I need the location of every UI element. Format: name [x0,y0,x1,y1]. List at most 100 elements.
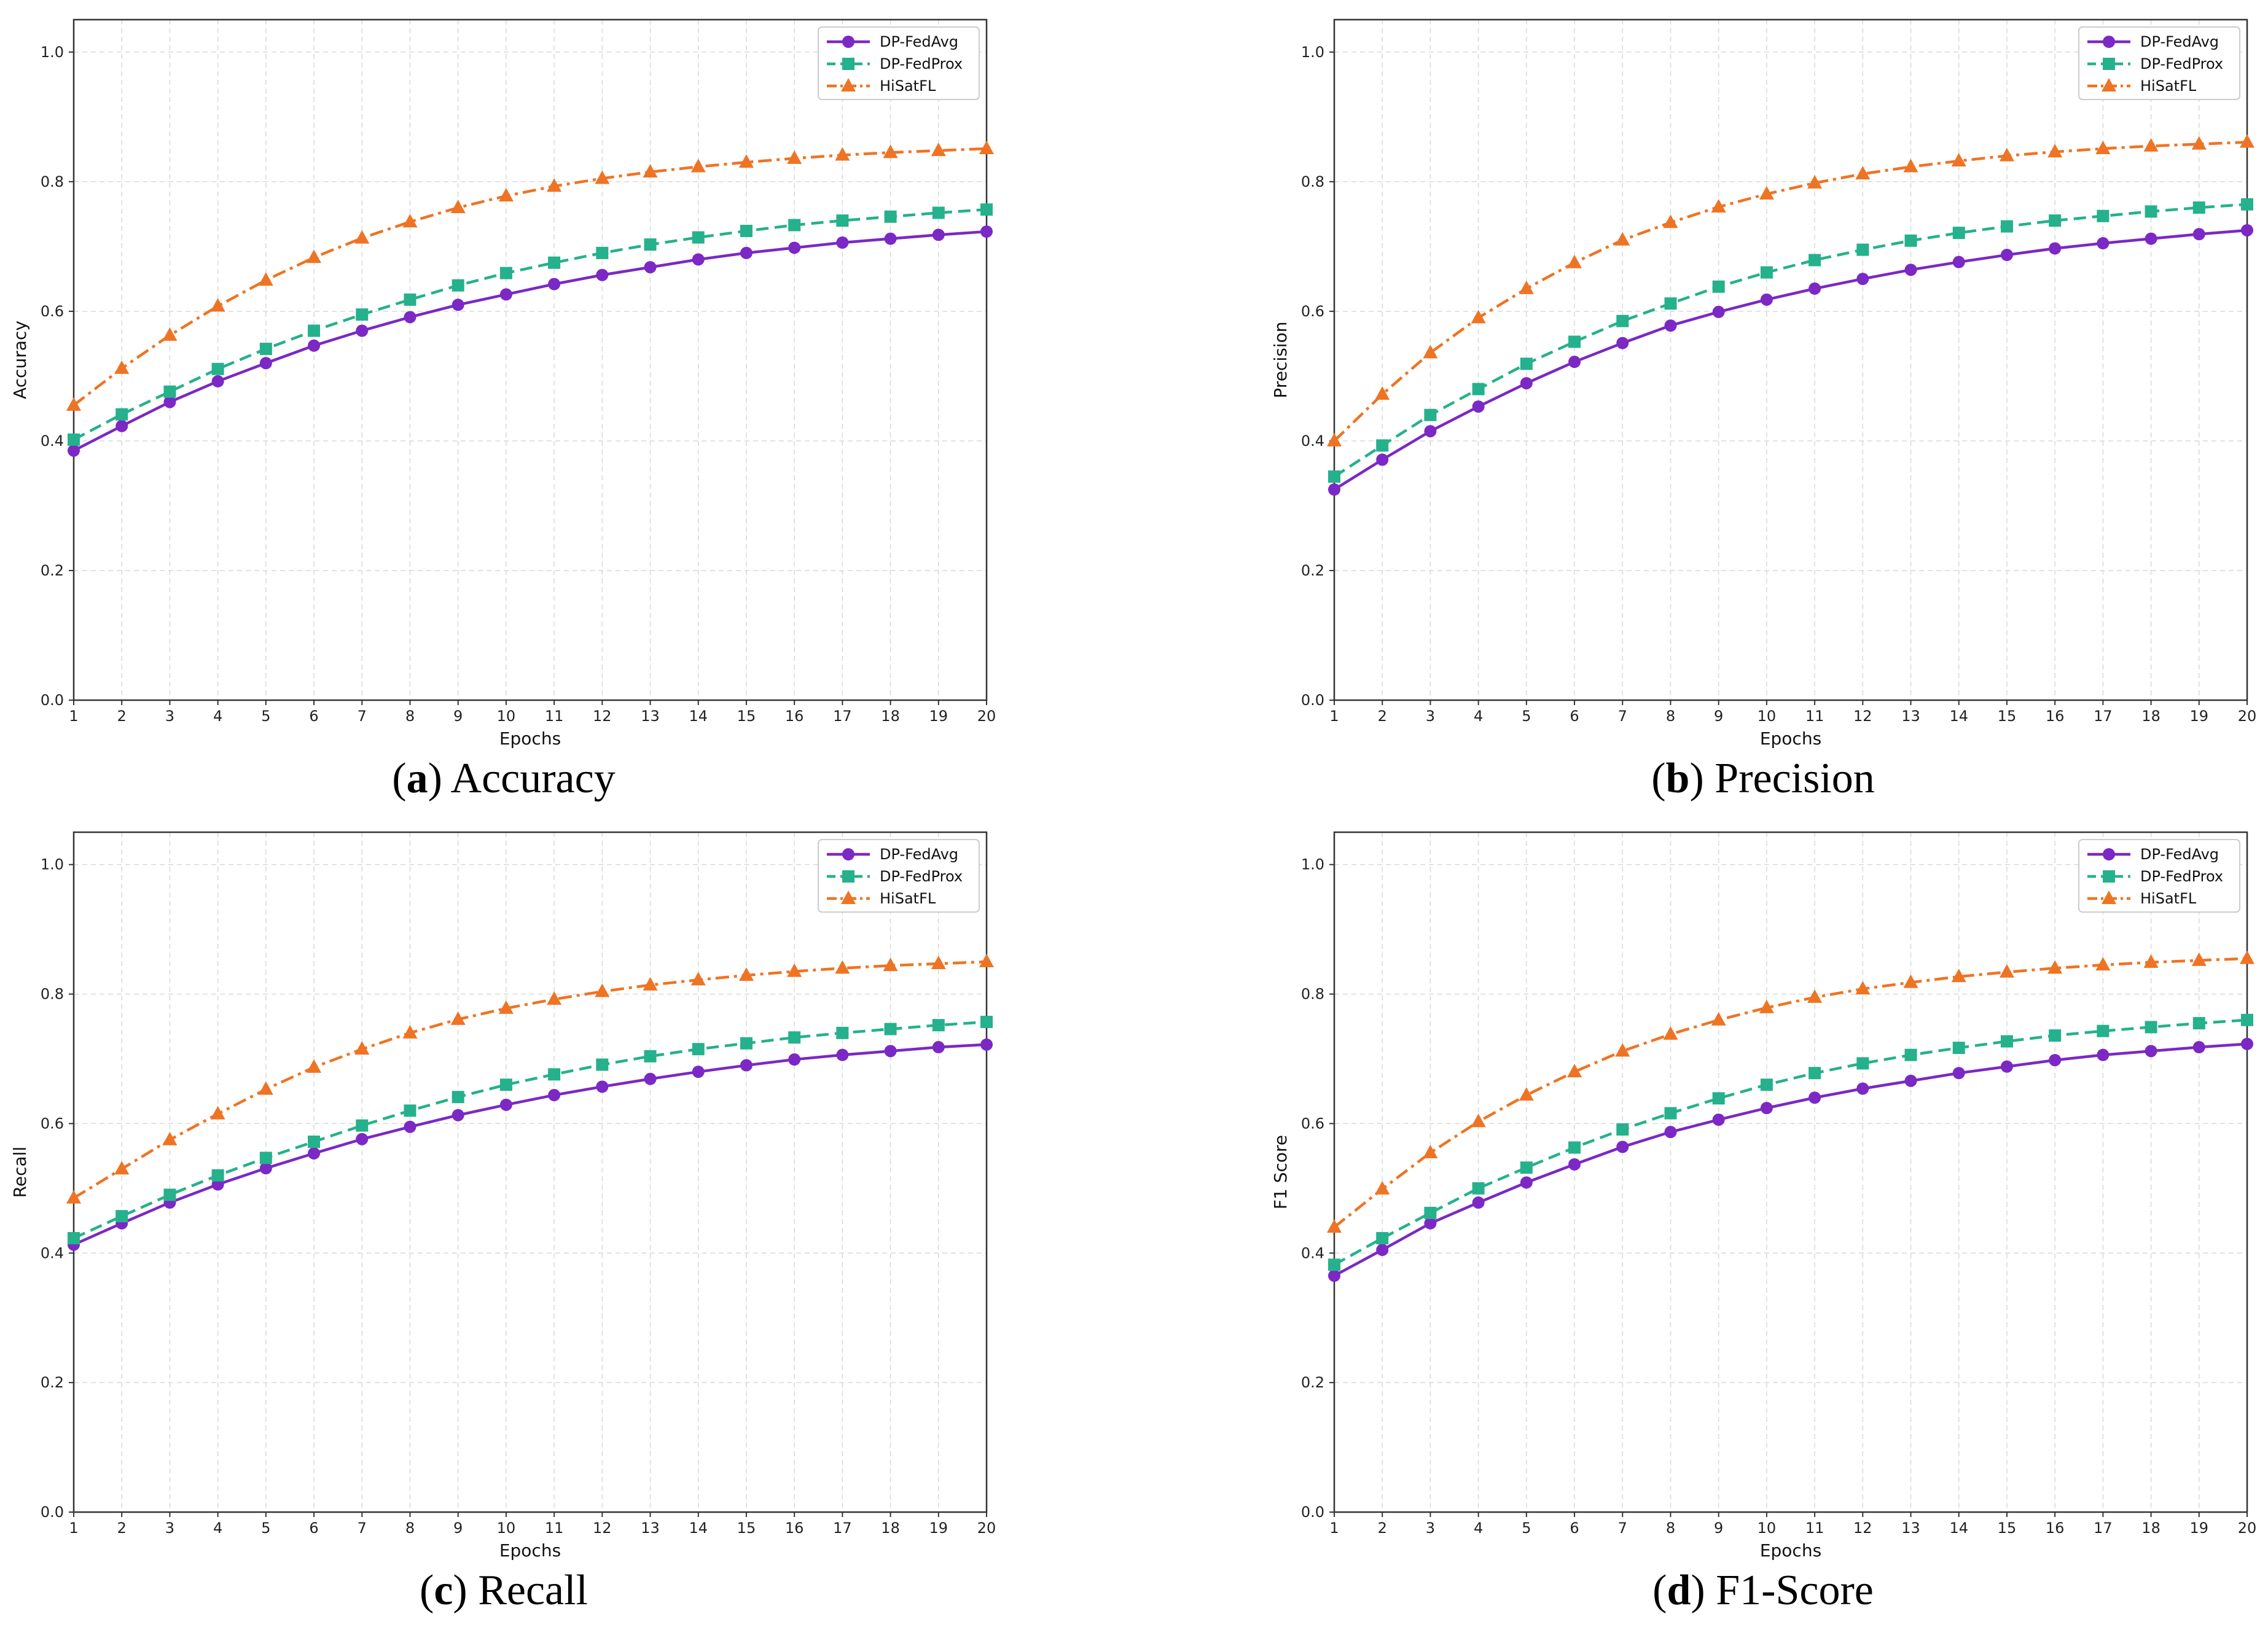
y-tick-label: 0.4 [41,432,64,450]
x-tick-label: 20 [977,1519,996,1537]
y-tick-label: 0.2 [1301,562,1324,579]
x-tick-label: 2 [117,1519,127,1537]
data-point-dp-fedprox [2192,201,2205,214]
data-point-dp-fedavg [692,253,705,266]
x-tick-label: 12 [1853,1519,1872,1537]
legend-box [818,839,980,913]
data-point-hisatfl [210,1106,225,1120]
legend-marker-hisatfl [2102,78,2116,92]
data-point-dp-fedprox [644,238,657,251]
data-point-dp-fedavg [980,1038,993,1051]
data-point-hisatfl [1903,974,1918,988]
data-point-hisatfl [1663,1026,1678,1040]
data-point-dp-fedavg [452,298,464,311]
data-point-dp-fedprox [1952,227,1965,240]
y-tick-label: 0.4 [1301,1244,1324,1262]
data-point-dp-fedprox [68,433,80,446]
x-tick-label: 14 [689,1519,708,1537]
x-tick-label: 12 [593,708,612,725]
data-point-dp-fedprox [1856,1057,1869,1070]
data-point-dp-fedavg [2192,228,2205,241]
data-point-hisatfl [450,200,466,214]
y-tick-label: 0.0 [1301,692,1324,709]
x-tick-label: 1 [69,708,78,725]
x-tick-label: 2 [1378,708,1387,725]
x-tick-label: 4 [1474,1519,1483,1537]
x-tick-label: 7 [1618,708,1627,725]
data-point-hisatfl [787,150,802,164]
x-tick-label: 20 [2238,1519,2257,1537]
data-point-hisatfl [835,147,850,161]
x-tick-label: 16 [785,1519,804,1537]
data-point-dp-fedprox [788,1031,801,1044]
panel-precision: 1 2 3 4 5 6 7 8 9 10 11 12 13 14 15 16 17 18 19 200.00.20.4… [1270,18,2256,802]
legend-marker-hisatfl [841,891,856,904]
data-point-dp-fedprox [163,385,176,398]
y-tick-label: 0.8 [1301,173,1324,190]
data-point-hisatfl [1327,432,1342,447]
data-point-dp-fedprox [1856,243,1869,256]
data-point-hisatfl [1471,310,1486,324]
data-point-hisatfl [2047,960,2063,974]
panel-accuracy: 1 2 3 4 5 6 7 8 9 10 11 12 13 14 15 16 17 18 19 200.00.20.4… [10,18,996,802]
data-point-dp-fedavg [932,1041,945,1054]
data-point-dp-fedprox [692,231,705,244]
data-point-dp-fedavg [548,278,561,291]
data-point-hisatfl [2095,957,2111,971]
data-point-hisatfl [258,1081,273,1095]
x-tick-label: 4 [213,708,222,725]
data-point-dp-fedavg [692,1066,705,1078]
data-point-dp-fedprox [211,362,224,375]
y-axis-label: Precision [1270,322,1291,399]
legend-marker-dp-fedavg [842,848,854,860]
data-point-hisatfl [1423,1144,1438,1158]
legend-label-dp-fedavg: DP-FedAvg [2140,846,2219,863]
data-point-dp-fedavg [211,375,224,388]
x-tick-label: 16 [785,708,804,725]
x-tick-label: 6 [309,1519,318,1537]
data-point-dp-fedprox [1520,1161,1533,1174]
data-point-dp-fedprox [2145,1021,2157,1034]
data-point-dp-fedprox [692,1043,705,1056]
x-tick-label: 19 [2190,708,2209,725]
data-point-dp-fedprox [2192,1017,2205,1030]
data-point-hisatfl [1567,254,1582,268]
data-point-dp-fedavg [1568,356,1581,369]
data-point-dp-fedavg [1424,1217,1437,1230]
data-point-dp-fedprox [1376,1232,1389,1245]
data-point-dp-fedprox [1616,314,1629,327]
data-point-hisatfl [2143,138,2159,152]
data-point-hisatfl [498,188,514,202]
data-point-dp-fedavg [596,1080,609,1093]
data-point-dp-fedavg [980,225,993,238]
data-point-dp-fedavg [1424,425,1437,438]
data-point-dp-fedavg [836,236,849,249]
data-point-dp-fedprox [1712,280,1725,293]
data-point-hisatfl [979,953,994,967]
data-point-dp-fedavg [1952,1067,1965,1080]
x-tick-label: 13 [641,708,660,725]
y-tick-label: 0.6 [1301,303,1324,320]
x-tick-label: 11 [1805,1519,1824,1537]
data-point-dp-fedprox [740,1037,753,1050]
x-tick-label: 16 [2046,1519,2065,1537]
x-tick-label: 18 [2141,1519,2160,1537]
data-point-dp-fedprox [1664,1107,1677,1120]
data-point-hisatfl [931,956,946,970]
series-line-dp-fedavg [1333,228,2248,491]
x-tick-label: 5 [261,708,270,725]
x-tick-label: 4 [213,1519,222,1537]
data-point-dp-fedavg [1472,1196,1485,1209]
legend-marker-dp-fedavg [842,36,854,48]
data-point-dp-fedavg [1568,1158,1581,1171]
data-point-hisatfl [1759,999,1774,1013]
data-point-hisatfl [162,1131,178,1145]
data-point-hisatfl [402,1024,418,1039]
y-tick-label: 1.0 [1301,44,1324,61]
data-point-dp-fedprox [788,219,801,232]
y-tick-label: 1.0 [41,44,64,61]
x-tick-label: 5 [261,1519,270,1537]
data-point-dp-fedprox [548,1068,561,1081]
data-point-hisatfl [1903,158,1918,173]
x-tick-label: 11 [545,708,564,725]
